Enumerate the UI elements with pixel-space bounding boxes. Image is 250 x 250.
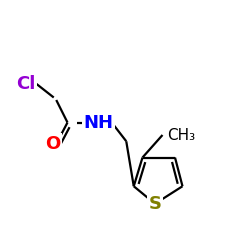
Text: S: S — [148, 195, 162, 213]
Text: NH: NH — [84, 114, 114, 132]
Text: Cl: Cl — [16, 75, 36, 93]
Text: CH₃: CH₃ — [167, 128, 195, 142]
Text: O: O — [45, 135, 60, 153]
